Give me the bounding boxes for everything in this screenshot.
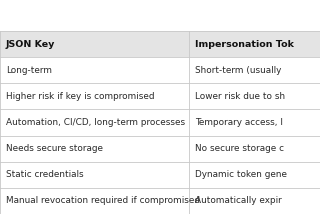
Text: Manual revocation required if compromised: Manual revocation required if compromise… xyxy=(6,196,200,205)
Bar xyxy=(0,136,320,162)
Text: Short-term (usually: Short-term (usually xyxy=(195,66,282,75)
Text: Static credentials: Static credentials xyxy=(6,170,84,179)
Text: Automation, CI/CD, long-term processes: Automation, CI/CD, long-term processes xyxy=(6,118,185,127)
Bar xyxy=(0,162,320,188)
Bar xyxy=(0,31,320,57)
Bar xyxy=(0,83,320,109)
Bar xyxy=(0,109,320,136)
Text: Dynamic token gene: Dynamic token gene xyxy=(195,170,287,179)
Text: Lower risk due to sh: Lower risk due to sh xyxy=(195,92,285,101)
Text: Temporary access, l: Temporary access, l xyxy=(195,118,283,127)
Text: Automatically expir: Automatically expir xyxy=(195,196,282,205)
Bar xyxy=(0,57,320,83)
Text: Needs secure storage: Needs secure storage xyxy=(6,144,103,153)
Text: Higher risk if key is compromised: Higher risk if key is compromised xyxy=(6,92,154,101)
Text: JSON Key: JSON Key xyxy=(6,40,55,49)
Bar xyxy=(0,188,320,214)
Text: No secure storage c: No secure storage c xyxy=(195,144,284,153)
Text: Long-term: Long-term xyxy=(6,66,52,75)
Text: Impersonation Tok: Impersonation Tok xyxy=(195,40,294,49)
